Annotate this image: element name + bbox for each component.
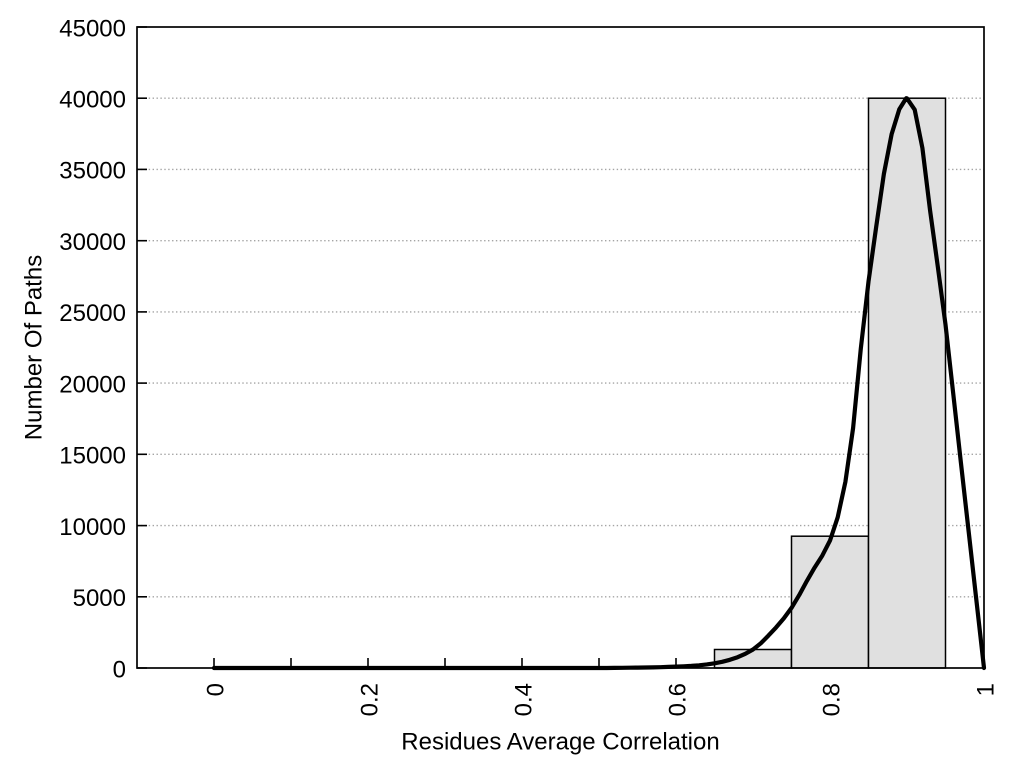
svg-text:35000: 35000 — [59, 158, 126, 185]
svg-text:0.6: 0.6 — [665, 683, 692, 716]
svg-text:0: 0 — [203, 683, 230, 696]
svg-text:10000: 10000 — [59, 514, 126, 541]
svg-text:0.2: 0.2 — [357, 683, 384, 716]
svg-text:0: 0 — [113, 656, 126, 683]
svg-text:0.8: 0.8 — [819, 683, 846, 716]
svg-text:5000: 5000 — [73, 585, 126, 612]
svg-text:15000: 15000 — [59, 443, 126, 470]
svg-text:25000: 25000 — [59, 300, 126, 327]
svg-text:20000: 20000 — [59, 371, 126, 398]
svg-text:0.4: 0.4 — [511, 683, 538, 716]
svg-text:1: 1 — [973, 683, 1000, 696]
svg-text:45000: 45000 — [59, 15, 126, 42]
svg-text:Number Of Paths: Number Of Paths — [21, 255, 48, 440]
svg-text:Residues Average Correlation: Residues Average Correlation — [401, 729, 719, 756]
svg-text:40000: 40000 — [59, 87, 126, 114]
svg-text:30000: 30000 — [59, 229, 126, 256]
